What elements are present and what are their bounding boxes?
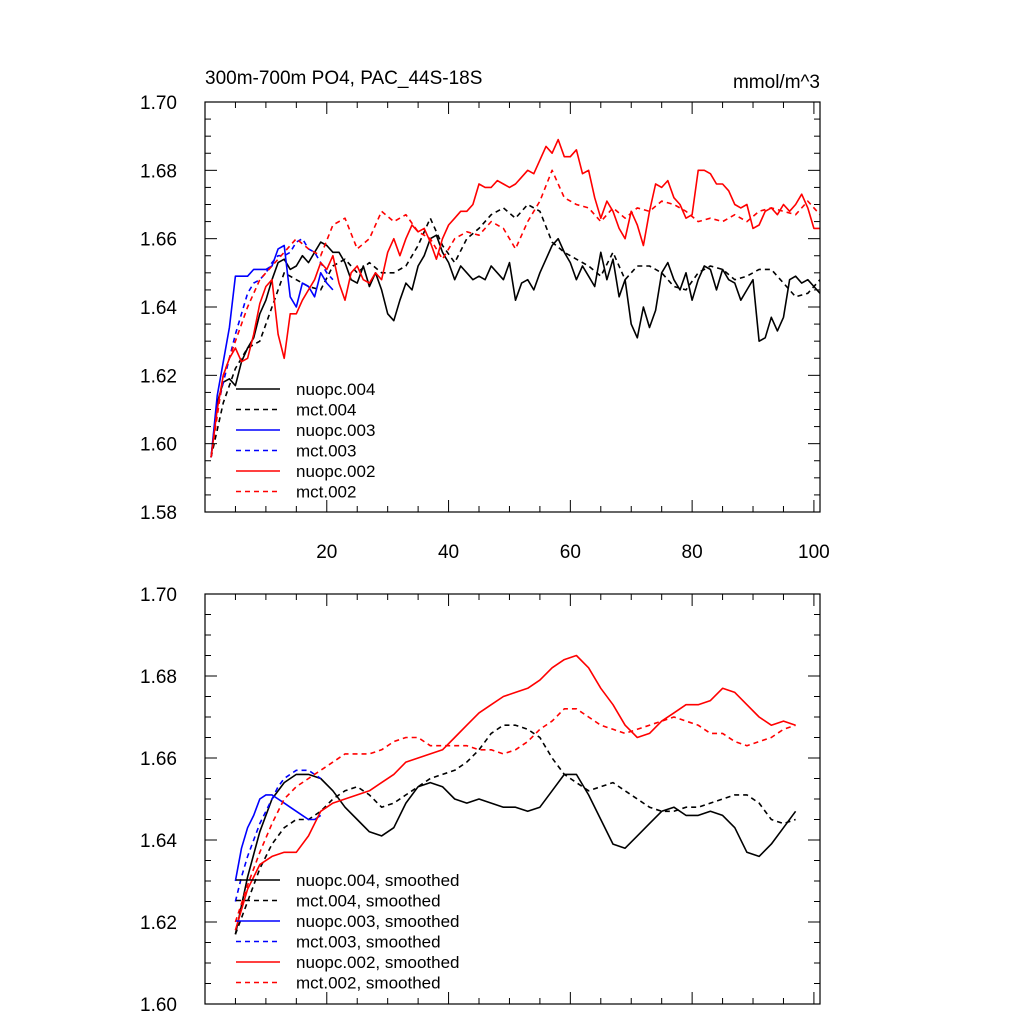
top-chart-title: 300m-700m PO4, PAC_44S-18S [205,68,482,89]
top-chart-units: mmol/m^3 [733,72,820,93]
top-axis-ticks: 1.58 1.60 1.62 1.64 1.66 1.68 1.70 20 40 60 80 100 [140,93,830,563]
top-x-tick-label: 20 [316,542,337,563]
top-y-tick-label: 1.66 [140,230,177,251]
top-y-tick-label: 1.58 [140,503,177,524]
top-panel: 300m-700m PO4, PAC_44S-18S mmol/m^3 1.58… [140,68,830,563]
bottom-y-tick-label: 1.68 [140,667,177,688]
top-series-line-mct-002 [210,169,820,458]
bottom-y-tick-label: 1.66 [140,749,177,770]
bottom-y-tick-label: 1.70 [140,585,177,606]
bottom-legend-label: nuopc.004, smoothed [296,871,460,890]
top-legend-label: mct.003 [296,442,356,461]
top-legend-label: nuopc.002 [296,462,375,481]
bottom-series-line-nuopc-004-smoothed [234,773,797,935]
top-x-tick-label: 80 [682,542,703,563]
top-legend-label: nuopc.004 [296,380,375,399]
bottom-legend-label: nuopc.002, smoothed [296,953,460,972]
bottom-series-line-mct-002-smoothed [234,707,796,923]
bottom-y-tick-label: 1.62 [140,913,177,934]
top-series-line-nuopc-003 [210,244,334,458]
top-y-tick-label: 1.62 [140,366,177,387]
top-series-line-nuopc-004 [210,234,820,458]
top-y-tick-label: 1.70 [140,93,177,114]
bottom-series-line-nuopc-002-smoothed [234,654,796,931]
top-y-tick-label: 1.68 [140,161,177,182]
top-x-tick-label: 100 [798,542,830,563]
bottom-panel: 1.60 1.62 1.64 1.66 1.68 1.70 nuopc.004, smoo… [140,585,821,1016]
bottom-legend-label: nuopc.003, smoothed [296,912,460,931]
bottom-series-line-nuopc-003-smoothed [234,794,322,882]
bottom-series-line-mct-004-smoothed [234,724,796,935]
bottom-axis-ticks: 1.60 1.62 1.64 1.66 1.68 1.70 [140,585,820,1016]
top-y-tick-label: 1.60 [140,435,177,456]
top-x-tick-label: 40 [438,542,459,563]
bottom-y-tick-label: 1.64 [140,831,177,852]
bottom-legend-label: mct.003, smoothed [296,933,441,952]
top-legend-label: mct.004 [296,401,356,420]
bottom-legend-label: mct.004, smoothed [296,892,441,911]
top-y-tick-label: 1.64 [140,298,177,319]
top-series-line-nuopc-002 [210,138,820,458]
top-plot-area [210,138,820,458]
top-x-tick-label: 60 [560,542,581,563]
top-legend-label: mct.002 [296,483,356,502]
bottom-series-line-mct-003-smoothed [234,769,322,902]
bottom-legend-label: mct.002, smoothed [296,974,441,993]
bottom-plot-area [234,654,797,935]
bottom-y-tick-label: 1.60 [140,995,177,1016]
top-series-line-mct-004 [210,203,820,458]
top-legend-label: nuopc.003 [296,421,375,440]
